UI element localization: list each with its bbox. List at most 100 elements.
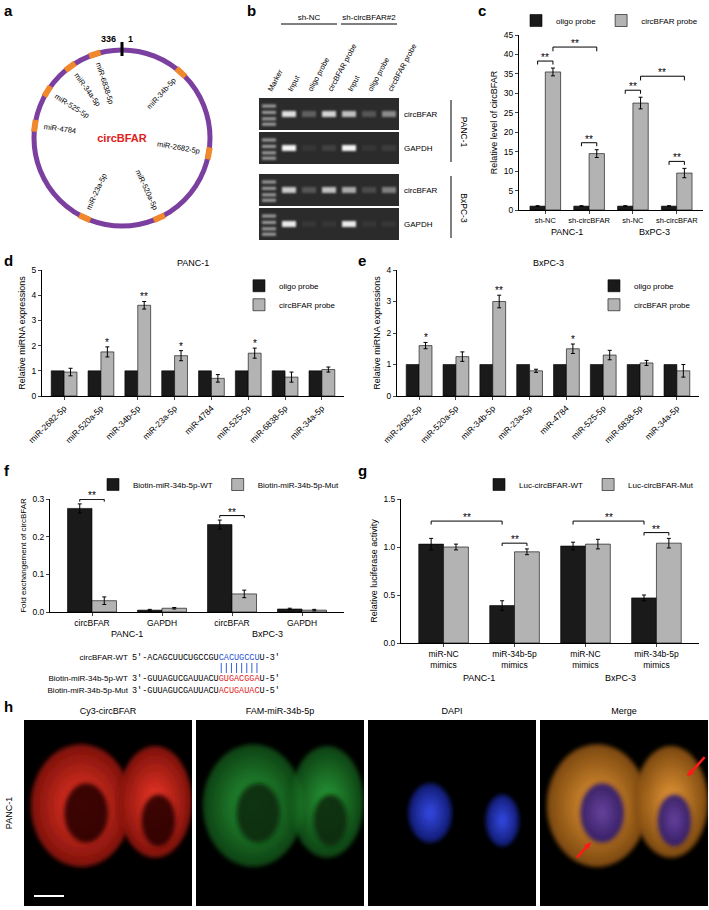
svg-text:miR-4784: miR-4784 [183,403,216,436]
svg-text:**: ** [658,67,666,78]
svg-text:**: ** [652,524,660,535]
svg-text:DAPI: DAPI [441,706,462,716]
svg-text:sh-circBFAR: sh-circBFAR [656,216,698,225]
svg-text:miR-34b-5p: miR-34b-5p [145,76,178,111]
svg-text:**: ** [511,534,519,545]
svg-text:Biotin-miR-34b-5p-WT: Biotin-miR-34b-5p-WT [133,481,213,490]
svg-text:BxPC-3: BxPC-3 [639,227,670,237]
svg-text:Marker: Marker [266,68,285,93]
svg-text:PANC-1: PANC-1 [177,258,209,268]
svg-text:1.0: 1.0 [383,542,395,552]
svg-text:miR-34b-5pmimics: miR-34b-5pmimics [634,649,679,670]
svg-text:miR-6838-5p: miR-6838-5p [603,403,645,445]
svg-text:miR-525-5p: miR-525-5p [569,403,608,442]
svg-text:0.0: 0.0 [32,607,44,617]
svg-text:0.1: 0.1 [32,569,44,579]
svg-text:miR-34a-5p: miR-34a-5p [288,403,327,442]
svg-text:1.5: 1.5 [383,494,395,504]
svg-text:**: ** [541,52,549,63]
svg-text:2: 2 [387,328,392,338]
svg-text:miR-23a-5p: miR-23a-5p [496,403,535,442]
svg-text:miR-23a-5p: miR-23a-5p [141,403,180,442]
svg-text:oligo probe: oligo probe [634,282,674,291]
svg-text:Relative miRNA expressions: Relative miRNA expressions [372,276,382,390]
svg-text:*: * [105,337,109,348]
svg-text:**: ** [463,512,471,523]
svg-text:0.3: 0.3 [32,494,44,504]
svg-text:oligo probe: oligo probe [556,17,596,26]
svg-text:30: 30 [504,88,514,98]
svg-text:BxPC-3: BxPC-3 [533,258,564,268]
svg-text:miR-23a-5p: miR-23a-5p [84,172,109,211]
svg-text:Input: Input [346,73,362,93]
svg-text:**: ** [585,134,593,145]
svg-text:1: 1 [32,366,37,376]
svg-text:35: 35 [504,69,514,79]
svg-text:4: 4 [32,290,37,300]
svg-text:miR-2682-5p: miR-2682-5p [156,139,200,155]
svg-text:miR-525-5p: miR-525-5p [53,92,91,120]
svg-text:circBFAR: circBFAR [74,618,109,628]
svg-text:Cy3-circBFAR: Cy3-circBFAR [80,706,137,716]
svg-text:**: ** [88,490,96,501]
svg-text:3: 3 [32,315,37,325]
svg-text:circBFAR: circBFAR [404,110,438,119]
svg-text:0: 0 [387,391,392,401]
svg-text:5: 5 [32,265,37,275]
svg-text:miR-34b-5pmimics: miR-34b-5pmimics [492,649,537,670]
svg-text:circBFAR probe: circBFAR probe [634,301,691,310]
svg-text:1: 1 [387,359,392,369]
svg-text:oligo probe: oligo probe [279,282,319,291]
svg-text:**: ** [673,152,681,163]
svg-text:3: 3 [387,296,392,306]
svg-text:miR-34b-5p: miR-34b-5p [459,403,498,442]
svg-text:miR-4784: miR-4784 [43,122,76,135]
svg-text:miR-2682-5p: miR-2682-5p [382,403,424,445]
svg-text:sh-NC: sh-NC [535,216,557,225]
svg-text:Biotin-miR-34b-5p-WT: Biotin-miR-34b-5p-WT [48,674,128,683]
svg-text:miR-34b-5p: miR-34b-5p [104,403,143,442]
svg-text:circBFAR: circBFAR [97,132,147,144]
svg-text:*: * [179,341,183,352]
svg-text:5: 5 [509,186,514,196]
svg-text:0: 0 [32,391,37,401]
svg-text:PANC-1: PANC-1 [463,673,495,683]
svg-text:*: * [253,338,257,349]
svg-text:BxPC-3: BxPC-3 [605,673,636,683]
svg-text:sh-NC: sh-NC [298,13,321,22]
svg-text:BxPC-3: BxPC-3 [459,193,469,223]
svg-text:Merge: Merge [611,706,637,716]
svg-text:Luc-circBFAR-Mut: Luc-circBFAR-Mut [628,481,694,490]
svg-text:circBFAR: circBFAR [404,186,438,195]
svg-text:sh-circBFAR#2: sh-circBFAR#2 [342,13,396,22]
svg-text:*: * [424,332,428,343]
svg-text:0.0: 0.0 [383,638,395,648]
svg-text:*: * [571,334,575,345]
svg-text:Relative level of circBFAR: Relative level of circBFAR [489,70,499,174]
svg-text:FAM-miR-34b-5p: FAM-miR-34b-5p [246,706,315,716]
svg-text:45: 45 [504,30,514,40]
svg-text:BxPC-3: BxPC-3 [252,629,283,639]
svg-text:**: ** [228,507,236,518]
svg-text:miR-4784: miR-4784 [538,403,571,436]
svg-text:2: 2 [32,341,37,351]
svg-text:PANC-1: PANC-1 [111,629,143,639]
svg-text:sh-circBFAR: sh-circBFAR [568,216,610,225]
svg-text:circBFAR probe: circBFAR probe [641,17,698,26]
svg-text:miR-34a-5p: miR-34a-5p [72,71,102,108]
svg-text:GAPDH: GAPDH [404,220,433,229]
svg-text:miR-520a-5p: miR-520a-5p [133,168,159,211]
svg-text:GAPDH: GAPDH [147,618,177,628]
svg-text:15: 15 [504,147,514,157]
svg-text:circBFAR probe: circBFAR probe [386,42,419,93]
svg-text:miR-520a-5p: miR-520a-5p [64,403,106,445]
svg-text:circBFAR-WT: circBFAR-WT [80,653,129,662]
svg-text:circBFAR: circBFAR [214,618,249,628]
svg-text:miR-NCmimics: miR-NCmimics [428,649,458,670]
svg-text:GAPDH: GAPDH [404,144,433,153]
svg-text:3'-GUUAGUCGAUUACUGUGACGGAU-5': 3'-GUUAGUCGAUUACUGUGACGGAU-5' [132,674,280,684]
svg-text:20: 20 [504,127,514,137]
svg-text:**: ** [495,285,503,296]
svg-text:**: ** [605,512,613,523]
svg-text:0: 0 [509,205,514,215]
